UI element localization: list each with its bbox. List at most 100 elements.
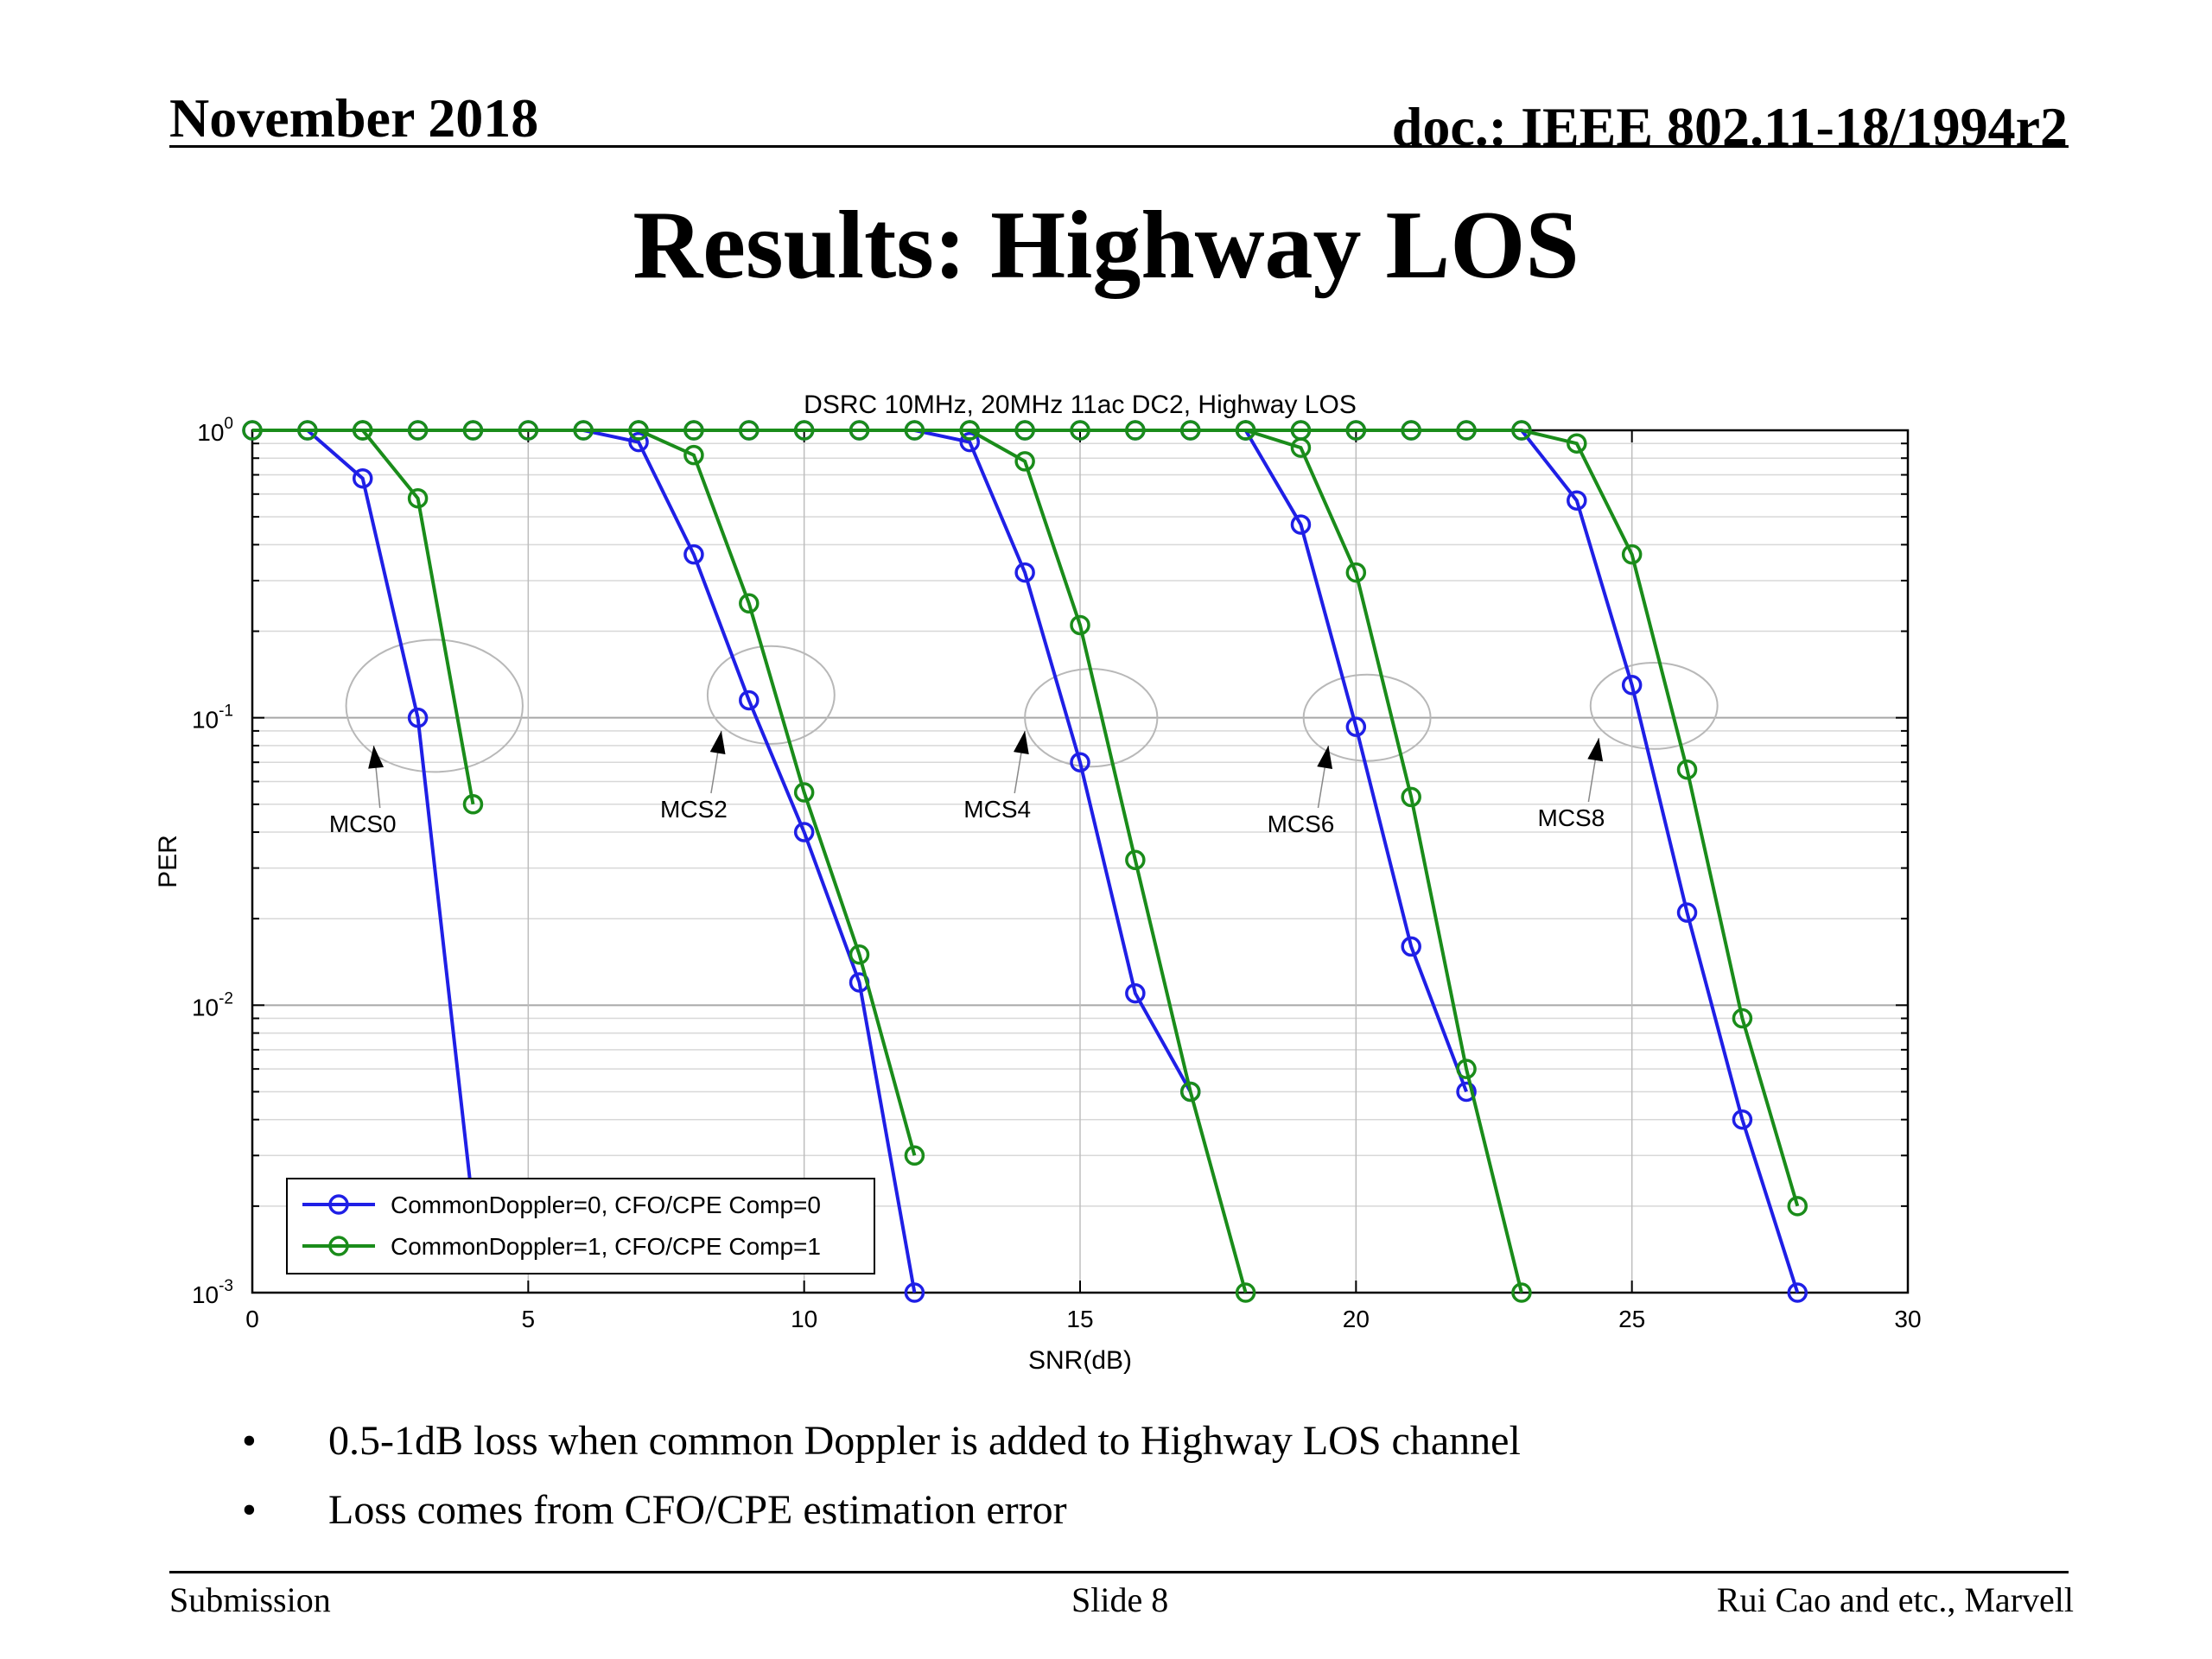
data-point	[1345, 562, 1367, 583]
data-point	[573, 420, 594, 441]
data-point	[1179, 1081, 1201, 1103]
y-tick-label: 10-1	[192, 702, 233, 734]
data-point	[1125, 420, 1146, 441]
data-point	[407, 420, 429, 441]
data-point	[1401, 936, 1421, 957]
data-point	[1456, 1081, 1477, 1103]
data-point	[462, 794, 484, 815]
mcs-label: MCS0	[329, 810, 397, 837]
data-point	[959, 431, 981, 453]
data-point	[1567, 433, 1587, 454]
data-point	[739, 690, 760, 711]
data-point	[407, 487, 429, 509]
data-point	[793, 420, 815, 441]
x-tick-label: 10	[791, 1306, 817, 1332]
series-CommonDoppler=1, CFO/CPE Comp=1	[242, 420, 1808, 1303]
per-vs-snr-chart: 0 5 10 15 20 25 30 100 10-1 10-2 10-3 DSRC 10MHz, 2…	[154, 391, 1922, 1375]
series-line	[1245, 429, 1800, 1207]
data-point	[1621, 675, 1643, 696]
bullet-text: Loss comes from CFO/CPE estimation error	[328, 1487, 1067, 1533]
header-rule	[169, 145, 2069, 148]
data-point	[628, 420, 649, 441]
footer-submission: Submission	[169, 1580, 331, 1619]
x-tick-label: 25	[1618, 1306, 1645, 1332]
data-point	[352, 467, 373, 489]
data-point	[242, 420, 263, 441]
mcs-ellipse	[1589, 661, 1719, 750]
data-point	[1070, 420, 1090, 441]
data-point	[1014, 420, 1035, 441]
y-tick-label: 100	[197, 415, 233, 446]
data-point	[1179, 420, 1201, 441]
x-axis-label: SNR(dB)	[1028, 1346, 1132, 1375]
data-point	[1070, 614, 1090, 636]
tick-marks	[251, 430, 1909, 1294]
data-point	[904, 1145, 925, 1166]
mcs-ellipse	[706, 645, 836, 745]
data-point	[1511, 420, 1532, 441]
mcs-arrow-head	[1587, 738, 1604, 762]
data-point	[1345, 420, 1367, 441]
data-point	[1401, 420, 1421, 441]
data-point	[1456, 1058, 1477, 1079]
mcs-label: MCS8	[1538, 804, 1605, 831]
x-tick-label: 15	[1066, 1306, 1093, 1332]
data-point	[849, 420, 870, 441]
mcs-label: MCS2	[660, 796, 728, 823]
data-point	[1125, 982, 1146, 1004]
header-doc-id: doc.: IEEE 802.11-18/1994r2	[1391, 96, 2068, 157]
mcs-label: MCS4	[963, 796, 1031, 823]
data-point	[1014, 562, 1035, 583]
legend-entry: CommonDoppler=1, CFO/CPE Comp=1	[391, 1233, 821, 1260]
data-point	[1787, 1282, 1808, 1303]
data-point	[1235, 1282, 1256, 1303]
data-point	[683, 543, 704, 565]
mcs-arrow-head	[709, 730, 726, 755]
data-point	[1014, 451, 1035, 472]
x-tick-label: 0	[245, 1306, 259, 1332]
mcs-ellipse	[1302, 673, 1432, 762]
legend-marker	[328, 1236, 349, 1256]
data-point	[683, 420, 704, 441]
data-point	[959, 420, 981, 441]
mcs-label: MCS6	[1268, 810, 1335, 837]
legend-box	[286, 1178, 875, 1274]
data-point	[1511, 1282, 1532, 1303]
mcs-arrow-head	[368, 745, 385, 769]
y-axis-label: PER	[154, 835, 182, 888]
footer-rule	[169, 1571, 2069, 1573]
data-point	[739, 593, 760, 614]
data-point	[628, 431, 649, 453]
data-point	[1456, 420, 1477, 441]
legend-marker	[328, 1194, 349, 1215]
data-point	[1732, 1007, 1753, 1029]
x-tick-label: 20	[1343, 1306, 1370, 1332]
data-point	[1290, 514, 1312, 535]
data-point	[1235, 420, 1256, 441]
data-point	[352, 420, 373, 441]
data-point	[1621, 543, 1643, 565]
footer-slide-number: Slide 8	[1071, 1580, 1169, 1619]
y-tick-label: 10-2	[192, 989, 233, 1020]
data-point	[904, 420, 925, 441]
slide-title: Results: Highway LOS	[632, 192, 1580, 299]
data-point	[518, 420, 539, 441]
data-point	[407, 707, 429, 728]
data-point	[1345, 716, 1367, 737]
data-point	[1070, 752, 1090, 772]
legend-entry: CommonDoppler=0, CFO/CPE Comp=0	[391, 1192, 821, 1218]
data-point	[1732, 1109, 1753, 1130]
chart-title: DSRC 10MHz, 20MHz 11ac DC2, Highway LOS	[804, 391, 1357, 419]
bullet-marker: •	[242, 1418, 257, 1464]
data-point	[1125, 849, 1146, 871]
data-point	[849, 944, 870, 965]
data-point	[1676, 902, 1698, 923]
mcs-arrow-head	[1317, 745, 1333, 770]
header-date: November 2018	[169, 87, 539, 149]
data-point	[683, 444, 704, 466]
data-point	[793, 822, 815, 842]
data-point	[1401, 786, 1421, 808]
mcs-ellipse	[345, 639, 524, 773]
data-point	[1290, 420, 1312, 441]
x-tick-label: 30	[1894, 1306, 1921, 1332]
